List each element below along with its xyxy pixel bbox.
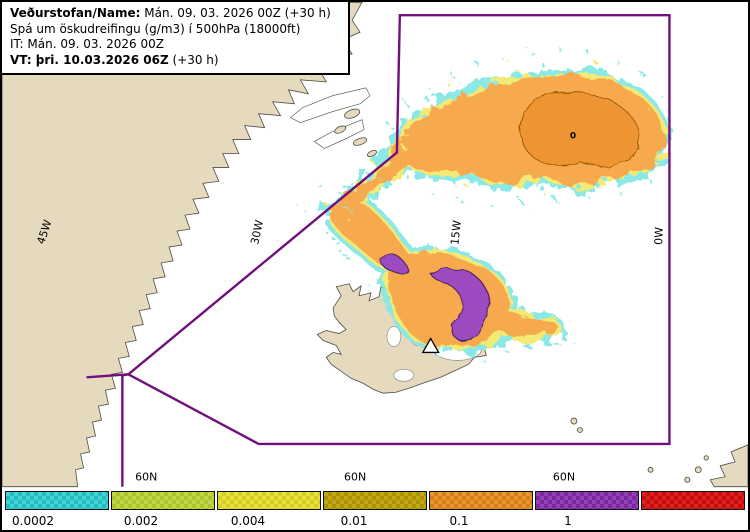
- lat-label-60n: 60N: [553, 471, 575, 484]
- colorbar-label: 0.1: [449, 514, 469, 528]
- lat-label-60n: 60N: [135, 471, 157, 484]
- init-time: IT: Mán. 09. 03. 2026 00Z: [10, 37, 164, 51]
- fjord-inlet: [313, 119, 365, 149]
- colorbar: 0.0002 0.002 0.004 0.01 0.1 1: [2, 491, 748, 530]
- colorbar-label: 0.01: [340, 514, 368, 528]
- colorbar-segment: [535, 491, 639, 510]
- fir-boundary: [86, 14, 671, 487]
- org-name: Veðurstofan/Name:: [10, 6, 141, 20]
- colorbar-segment: [217, 491, 321, 510]
- header-box: Veðurstofan/Name: Mán. 09. 03. 2026 00Z …: [2, 2, 350, 75]
- lon-label-0w: 0W: [652, 227, 666, 245]
- ash-speckles: [300, 49, 672, 362]
- coastal-islands: [334, 108, 378, 157]
- colorbar-label: 0.0002: [12, 514, 54, 528]
- lon-label-15w: 15W: [448, 220, 464, 246]
- lon-label-30w: 30W: [248, 219, 266, 246]
- greenland-landmass: [2, 2, 378, 488]
- fjord-inlet: [289, 87, 371, 123]
- colorbar-label: 1: [564, 514, 572, 528]
- offshore-islands: [570, 417, 583, 433]
- colorbar-segment: [429, 491, 533, 510]
- colorbar-label: 0.002: [123, 514, 159, 528]
- colorbar-segment: [641, 491, 745, 510]
- colorbar-segment: [323, 491, 427, 510]
- valid-time-offset: (+30 h): [172, 52, 219, 67]
- valid-time: VT: þri. 10.03.2026 06Z: [10, 52, 169, 67]
- longitude-labels: 45W 30W 15W 0W: [34, 218, 665, 246]
- colorbar-label: 0.004: [230, 514, 266, 528]
- bottom-right-landmass: [647, 444, 748, 488]
- lat-label-60n: 60N: [344, 471, 366, 484]
- map-canvas: 45W 30W 15W 0W 60N 60N 60N 0: [2, 2, 748, 488]
- header-line-1: Veðurstofan/Name: Mán. 09. 03. 2026 00Z …: [10, 6, 340, 22]
- volcano-marker-icon: [421, 337, 440, 354]
- latitude-labels: 60N 60N 60N: [135, 471, 575, 484]
- header-line-4: VT: þri. 10.03.2026 06Z (+30 h): [10, 53, 340, 69]
- colorbar-segments: [5, 491, 745, 510]
- model-run-time: Mán. 09. 03. 2026 00Z (+30 h): [144, 6, 331, 20]
- forecast-description: Spá um öskudreifingu (g/m3) í 500hPa (18…: [10, 21, 301, 36]
- plume-annotation: 0: [570, 132, 576, 142]
- ash-plume-high-concentration: [380, 91, 640, 340]
- colorbar-segment: [5, 491, 109, 510]
- colorbar-segment: [111, 491, 215, 510]
